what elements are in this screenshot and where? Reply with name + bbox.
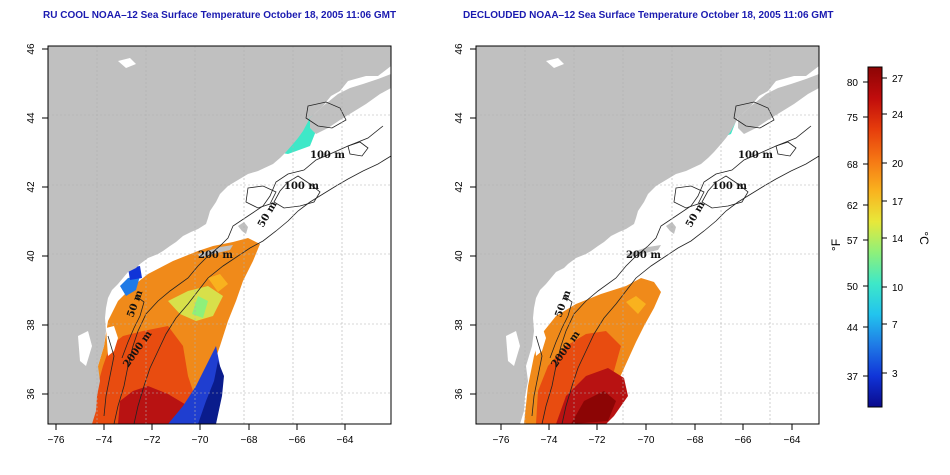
x-tick-label: −76 (493, 435, 510, 446)
panel-title-cool: RU COOL NOAA–12 Sea Surface Temperature … (43, 10, 397, 21)
y-tick-label: 40 (454, 250, 465, 262)
colorbar-c-tick: 27 (892, 74, 904, 85)
y-tick-label: 38 (454, 319, 465, 331)
contour-label: 100 m (310, 150, 345, 161)
x-tick-label: −64 (337, 435, 354, 446)
x-tick-label: −68 (241, 435, 258, 446)
colorbar-f-tick: 57 (847, 236, 859, 247)
y-tick-label: 44 (454, 112, 465, 124)
x-tick-label: −72 (589, 435, 606, 446)
y-tick-label: 46 (26, 43, 37, 55)
y-tick-label: 38 (26, 319, 37, 331)
x-tick-label: −68 (687, 435, 704, 446)
x-tick-label: −70 (638, 435, 655, 446)
map-panel-declouded: 100 m 100 m 50 m 200 m 50 m 2000 m (475, 45, 820, 425)
contour-label: 100 m (712, 181, 747, 192)
x-tick-label: −74 (96, 435, 113, 446)
y-tick-label: 46 (454, 43, 465, 55)
colorbar-f-tick: 37 (847, 372, 859, 383)
colorbar: °F °C 80 75 68 62 57 50 44 37 27 24 20 1… (829, 66, 931, 408)
gridlines (48, 46, 391, 424)
colorbar-c-tick: 20 (892, 159, 904, 170)
colorbar-c-tick: 7 (892, 320, 898, 331)
colorbar-f-tick: 50 (847, 282, 859, 293)
panel-title-declouded: DECLOUDED NOAA–12 Sea Surface Temperatur… (463, 10, 834, 21)
axes-declouded: −76 −74 −72 −70 −68 −66 −64 36 38 40 42 … (454, 43, 801, 446)
contour-label: 100 m (284, 181, 319, 192)
x-tick-label: −72 (144, 435, 161, 446)
map-panel-cool: 100 m 100 m 50 m 200 m 50 m 2000 m (47, 45, 392, 425)
map-frame (475, 45, 820, 425)
x-tick-label: −64 (784, 435, 801, 446)
y-tick-label: 42 (454, 181, 465, 193)
x-tick-label: −76 (48, 435, 65, 446)
colorbar-c-tick: 24 (892, 110, 904, 121)
colorbar-c-tick: 10 (892, 283, 904, 294)
colorbar-f-tick: 62 (847, 201, 859, 212)
y-tick-label: 36 (26, 388, 37, 400)
y-tick-label: 40 (26, 250, 37, 262)
colorbar-c-tick: 14 (892, 234, 904, 245)
y-tick-label: 42 (26, 181, 37, 193)
y-tick-label: 44 (26, 112, 37, 124)
colorbar-c-tick: 17 (892, 197, 904, 208)
contour-label: 100 m (738, 150, 773, 161)
y-tick-label: 36 (454, 388, 465, 400)
colorbar-c-tick: 3 (892, 369, 898, 380)
gridlines (476, 46, 819, 424)
colorbar-f-tick: 44 (847, 323, 859, 334)
contour-label: 200 m (198, 250, 233, 261)
colorbar-f-tick: 75 (847, 113, 859, 124)
x-tick-label: −74 (541, 435, 558, 446)
colorbar-scale (867, 66, 883, 408)
x-tick-label: −66 (289, 435, 306, 446)
axes-cool: −76 −74 −72 −70 −68 −66 −64 36 38 40 42 … (26, 43, 354, 446)
x-tick-label: −70 (192, 435, 209, 446)
celsius-label: °C (917, 231, 931, 245)
map-frame (47, 45, 392, 425)
fahrenheit-label: °F (829, 239, 843, 251)
colorbar-f-tick: 80 (847, 78, 859, 89)
contour-label: 200 m (626, 250, 661, 261)
x-tick-label: −66 (735, 435, 752, 446)
colorbar-f-tick: 68 (847, 160, 859, 171)
